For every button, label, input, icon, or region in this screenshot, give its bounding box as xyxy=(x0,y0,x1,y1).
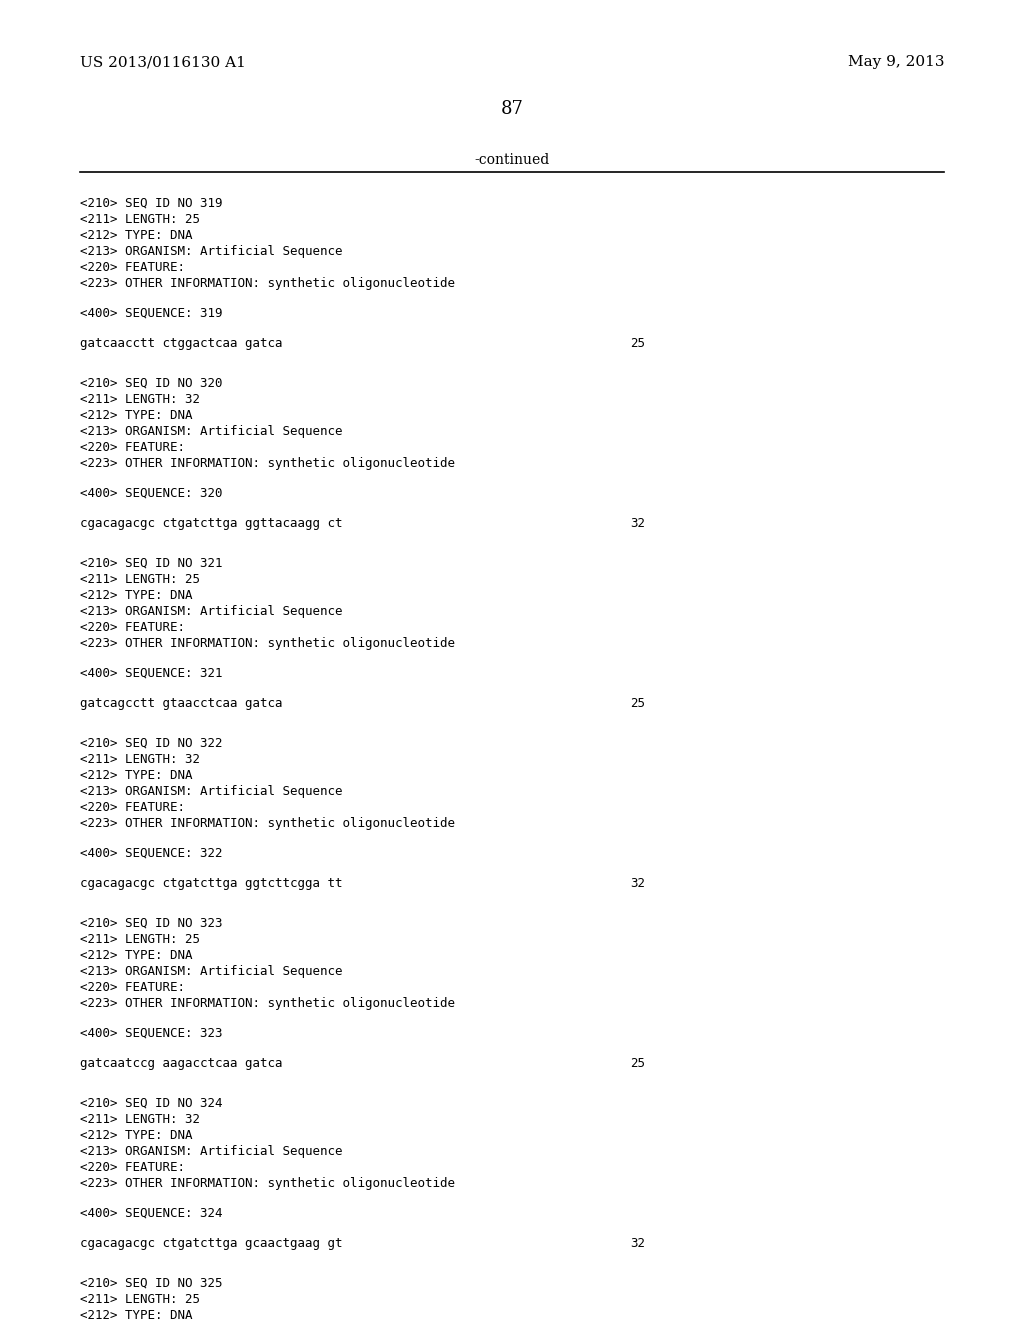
Text: 87: 87 xyxy=(501,100,523,117)
Text: cgacagacgc ctgatcttga ggtcttcgga tt: cgacagacgc ctgatcttga ggtcttcgga tt xyxy=(80,876,342,890)
Text: <211> LENGTH: 25: <211> LENGTH: 25 xyxy=(80,573,200,586)
Text: <213> ORGANISM: Artificial Sequence: <213> ORGANISM: Artificial Sequence xyxy=(80,1144,342,1158)
Text: <212> TYPE: DNA: <212> TYPE: DNA xyxy=(80,228,193,242)
Text: 25: 25 xyxy=(630,337,645,350)
Text: <223> OTHER INFORMATION: synthetic oligonucleotide: <223> OTHER INFORMATION: synthetic oligo… xyxy=(80,638,455,649)
Text: -continued: -continued xyxy=(474,153,550,168)
Text: <220> FEATURE:: <220> FEATURE: xyxy=(80,1162,185,1173)
Text: <223> OTHER INFORMATION: synthetic oligonucleotide: <223> OTHER INFORMATION: synthetic oligo… xyxy=(80,277,455,290)
Text: gatcaacctt ctggactcaa gatca: gatcaacctt ctggactcaa gatca xyxy=(80,337,283,350)
Text: <212> TYPE: DNA: <212> TYPE: DNA xyxy=(80,1309,193,1320)
Text: <223> OTHER INFORMATION: synthetic oligonucleotide: <223> OTHER INFORMATION: synthetic oligo… xyxy=(80,817,455,830)
Text: cgacagacgc ctgatcttga ggttacaagg ct: cgacagacgc ctgatcttga ggttacaagg ct xyxy=(80,517,342,531)
Text: <210> SEQ ID NO 324: <210> SEQ ID NO 324 xyxy=(80,1097,222,1110)
Text: <220> FEATURE:: <220> FEATURE: xyxy=(80,441,185,454)
Text: 32: 32 xyxy=(630,1237,645,1250)
Text: 32: 32 xyxy=(630,876,645,890)
Text: <213> ORGANISM: Artificial Sequence: <213> ORGANISM: Artificial Sequence xyxy=(80,605,342,618)
Text: <211> LENGTH: 25: <211> LENGTH: 25 xyxy=(80,1294,200,1305)
Text: <212> TYPE: DNA: <212> TYPE: DNA xyxy=(80,1129,193,1142)
Text: <223> OTHER INFORMATION: synthetic oligonucleotide: <223> OTHER INFORMATION: synthetic oligo… xyxy=(80,997,455,1010)
Text: <213> ORGANISM: Artificial Sequence: <213> ORGANISM: Artificial Sequence xyxy=(80,965,342,978)
Text: <400> SEQUENCE: 323: <400> SEQUENCE: 323 xyxy=(80,1027,222,1040)
Text: <400> SEQUENCE: 319: <400> SEQUENCE: 319 xyxy=(80,308,222,319)
Text: <400> SEQUENCE: 324: <400> SEQUENCE: 324 xyxy=(80,1206,222,1220)
Text: <210> SEQ ID NO 320: <210> SEQ ID NO 320 xyxy=(80,378,222,389)
Text: gatcagcctt gtaacctcaa gatca: gatcagcctt gtaacctcaa gatca xyxy=(80,697,283,710)
Text: <400> SEQUENCE: 320: <400> SEQUENCE: 320 xyxy=(80,487,222,500)
Text: <223> OTHER INFORMATION: synthetic oligonucleotide: <223> OTHER INFORMATION: synthetic oligo… xyxy=(80,1177,455,1191)
Text: 32: 32 xyxy=(630,517,645,531)
Text: 25: 25 xyxy=(630,1057,645,1071)
Text: <211> LENGTH: 25: <211> LENGTH: 25 xyxy=(80,213,200,226)
Text: <213> ORGANISM: Artificial Sequence: <213> ORGANISM: Artificial Sequence xyxy=(80,785,342,799)
Text: <212> TYPE: DNA: <212> TYPE: DNA xyxy=(80,949,193,962)
Text: <210> SEQ ID NO 323: <210> SEQ ID NO 323 xyxy=(80,917,222,931)
Text: <212> TYPE: DNA: <212> TYPE: DNA xyxy=(80,770,193,781)
Text: 25: 25 xyxy=(630,697,645,710)
Text: <400> SEQUENCE: 321: <400> SEQUENCE: 321 xyxy=(80,667,222,680)
Text: <211> LENGTH: 32: <211> LENGTH: 32 xyxy=(80,393,200,407)
Text: <212> TYPE: DNA: <212> TYPE: DNA xyxy=(80,589,193,602)
Text: <220> FEATURE:: <220> FEATURE: xyxy=(80,620,185,634)
Text: <400> SEQUENCE: 322: <400> SEQUENCE: 322 xyxy=(80,847,222,861)
Text: gatcaatccg aagacctcaa gatca: gatcaatccg aagacctcaa gatca xyxy=(80,1057,283,1071)
Text: <210> SEQ ID NO 321: <210> SEQ ID NO 321 xyxy=(80,557,222,570)
Text: US 2013/0116130 A1: US 2013/0116130 A1 xyxy=(80,55,246,69)
Text: <213> ORGANISM: Artificial Sequence: <213> ORGANISM: Artificial Sequence xyxy=(80,425,342,438)
Text: <223> OTHER INFORMATION: synthetic oligonucleotide: <223> OTHER INFORMATION: synthetic oligo… xyxy=(80,457,455,470)
Text: <211> LENGTH: 32: <211> LENGTH: 32 xyxy=(80,752,200,766)
Text: <211> LENGTH: 25: <211> LENGTH: 25 xyxy=(80,933,200,946)
Text: <212> TYPE: DNA: <212> TYPE: DNA xyxy=(80,409,193,422)
Text: <220> FEATURE:: <220> FEATURE: xyxy=(80,801,185,814)
Text: <210> SEQ ID NO 322: <210> SEQ ID NO 322 xyxy=(80,737,222,750)
Text: <220> FEATURE:: <220> FEATURE: xyxy=(80,261,185,275)
Text: May 9, 2013: May 9, 2013 xyxy=(848,55,944,69)
Text: <211> LENGTH: 32: <211> LENGTH: 32 xyxy=(80,1113,200,1126)
Text: <210> SEQ ID NO 319: <210> SEQ ID NO 319 xyxy=(80,197,222,210)
Text: <220> FEATURE:: <220> FEATURE: xyxy=(80,981,185,994)
Text: cgacagacgc ctgatcttga gcaactgaag gt: cgacagacgc ctgatcttga gcaactgaag gt xyxy=(80,1237,342,1250)
Text: <213> ORGANISM: Artificial Sequence: <213> ORGANISM: Artificial Sequence xyxy=(80,246,342,257)
Text: <210> SEQ ID NO 325: <210> SEQ ID NO 325 xyxy=(80,1276,222,1290)
